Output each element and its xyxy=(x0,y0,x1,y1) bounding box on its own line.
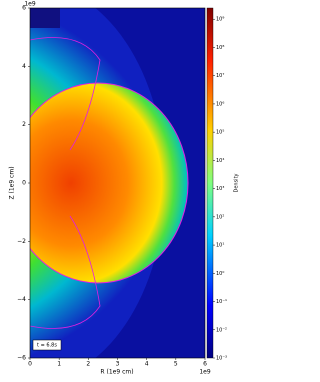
colorbar xyxy=(206,7,214,359)
density-map xyxy=(30,8,205,358)
colorbar-tick-label: 10³ xyxy=(216,186,224,192)
y-tick-label: −2 xyxy=(17,238,26,245)
y-tick-label: 4 xyxy=(22,63,26,70)
x-offset-label: 1e9 xyxy=(199,369,211,376)
annotation-box xyxy=(32,339,62,351)
colorbar-tick-label: 10⁸ xyxy=(216,45,224,51)
x-tick-label: 4 xyxy=(145,361,149,368)
y-tick-label: 6 xyxy=(22,5,26,12)
y-tick-label: −6 xyxy=(17,355,26,362)
colorbar-tick-label: 10⁶ xyxy=(216,101,224,107)
chart: t = 6.8s R (1e9 cm) Z (1e9 cm) 1e9 1e9 D… xyxy=(9,1,240,376)
colorbar-tick-label: 10⁷ xyxy=(216,73,224,79)
y-tick-label: −4 xyxy=(17,296,26,303)
x-tick-label: 3 xyxy=(116,361,120,368)
x-tick-label: 2 xyxy=(86,361,90,368)
colorbar-tick-label: 10⁴ xyxy=(216,158,224,164)
x-tick-label: 5 xyxy=(174,361,178,368)
colorbar-label: Density xyxy=(234,173,240,192)
colorbar-tick-label: 10⁻¹ xyxy=(216,299,227,305)
y-tick-label: 2 xyxy=(22,121,26,128)
colorbar-tick-label: 10⁹ xyxy=(216,17,224,23)
y-axis-label: Z (1e9 cm) xyxy=(9,166,16,199)
annotation: t = 6.8s xyxy=(37,343,57,349)
colorbar-tick-label: 10² xyxy=(216,214,224,220)
colorbar-tick-label: 10⁰ xyxy=(216,271,224,277)
x-tick-label: 6 xyxy=(203,361,207,368)
colorbar-tick-label: 10⁵ xyxy=(216,130,224,136)
colorbar-tick-label: 10⁻³ xyxy=(216,356,227,362)
x-tick-label: 0 xyxy=(28,361,32,368)
colorbar-tick-label: 10¹ xyxy=(216,243,224,249)
y-offset-label: 1e9 xyxy=(24,1,36,8)
y-tick-label: 0 xyxy=(22,180,26,187)
x-axis-label: R (1e9 cm) xyxy=(100,369,133,376)
colorbar-tick-label: 10⁻² xyxy=(216,327,227,333)
x-tick-label: 1 xyxy=(57,361,61,368)
